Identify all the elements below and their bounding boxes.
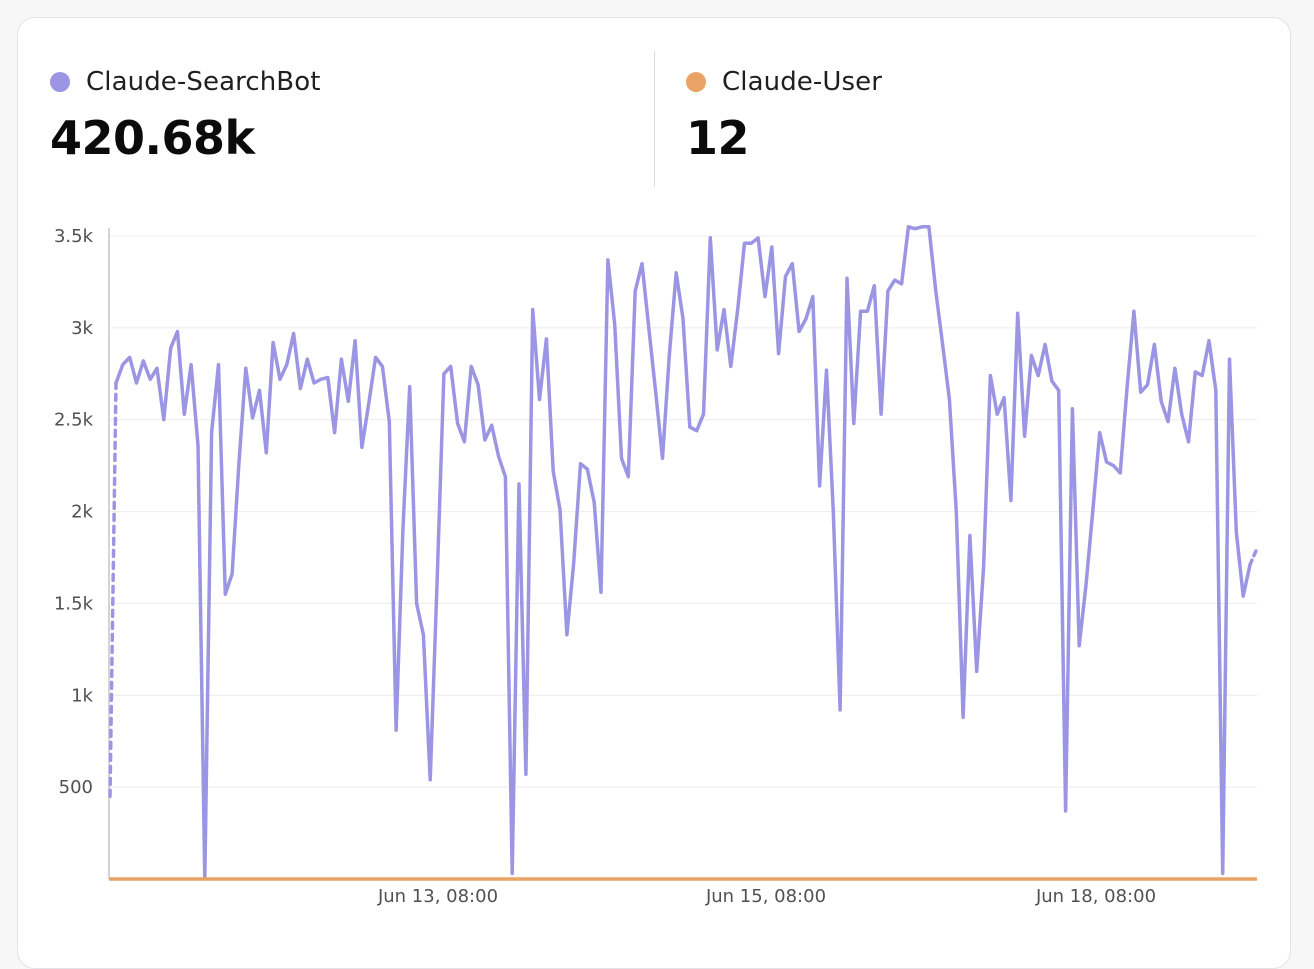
x-tick-label: Jun 13, 08:00	[377, 886, 498, 907]
y-tick-label: 2.5k	[54, 410, 94, 431]
y-tick-label: 1.5k	[54, 593, 94, 614]
y-tick-label: 2k	[71, 502, 93, 523]
searchbot-dashed-start	[108, 381, 118, 799]
series-color-dot	[50, 72, 70, 92]
y-tick-label: 3k	[71, 318, 93, 339]
line-chart[interactable]: 500 1k 1.5k 2k 2.5k 3k 3.5k Jun 13, 08:00 Jun 15…	[0, 0, 1314, 944]
metric-user[interactable]: Claude-User 12	[686, 66, 882, 166]
x-tick-label: Jun 15, 08:00	[705, 886, 826, 907]
metric-value: 12	[686, 111, 750, 165]
y-tick-label: 500	[59, 777, 93, 798]
metric-label: Claude-SearchBot	[86, 67, 321, 97]
metrics-divider	[654, 51, 655, 187]
series-color-dot	[686, 72, 706, 92]
searchbot-dashed-end	[1248, 546, 1259, 567]
legend-metrics: Claude-SearchBot 420.68k Claude-User 12	[18, 18, 1290, 208]
searchbot-line[interactable]	[114, 225, 1252, 881]
y-tick-label: 1k	[71, 685, 93, 706]
metric-label: Claude-User	[722, 67, 883, 97]
metric-header: Claude-User	[686, 66, 882, 98]
metric-searchbot[interactable]: Claude-SearchBot 420.68k	[50, 66, 321, 166]
metric-value: 420.68k	[50, 111, 255, 165]
metric-header: Claude-SearchBot	[50, 66, 321, 98]
metrics-card: Claude-SearchBot 420.68k Claude-User 12	[17, 17, 1291, 969]
x-tick-label: Jun 18, 08:00	[1035, 886, 1156, 907]
y-tick-label: 3.5k	[54, 226, 94, 247]
